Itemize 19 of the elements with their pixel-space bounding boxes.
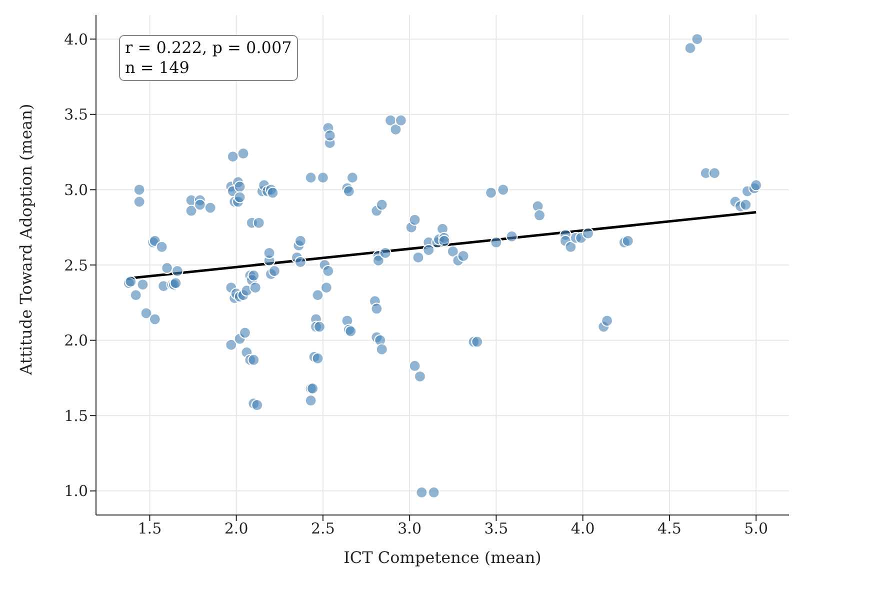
y-tick-label: 3.0: [64, 181, 88, 200]
x-tick-label: 3.0: [398, 520, 422, 538]
y-tick-label: 2.5: [64, 256, 88, 274]
x-tick-label: 5.0: [744, 520, 768, 538]
y-tick-label: 4.0: [64, 30, 88, 48]
x-tick-label: 2.5: [311, 520, 335, 538]
x-tick-label: 4.5: [658, 520, 682, 538]
x-tick-label: 3.5: [484, 520, 508, 538]
x-tick-label: 2.0: [224, 520, 248, 538]
y-tick-label: 3.5: [64, 106, 88, 124]
x-axis-title: ICT Competence (mean): [344, 548, 542, 567]
annotation: r = 0.222, p = 0.007: [125, 38, 292, 58]
x-tick-label: 4.0: [570, 520, 595, 538]
y-tick-label: 2.0: [64, 332, 88, 350]
x-tick-label: 1.5: [138, 520, 162, 538]
y-tick-label: 1.5: [64, 406, 88, 425]
y-tick-label: 1.0: [64, 482, 88, 500]
y-axis-title: Attitude Toward Adoption (mean): [16, 104, 36, 376]
annotation: n = 149: [125, 58, 190, 78]
